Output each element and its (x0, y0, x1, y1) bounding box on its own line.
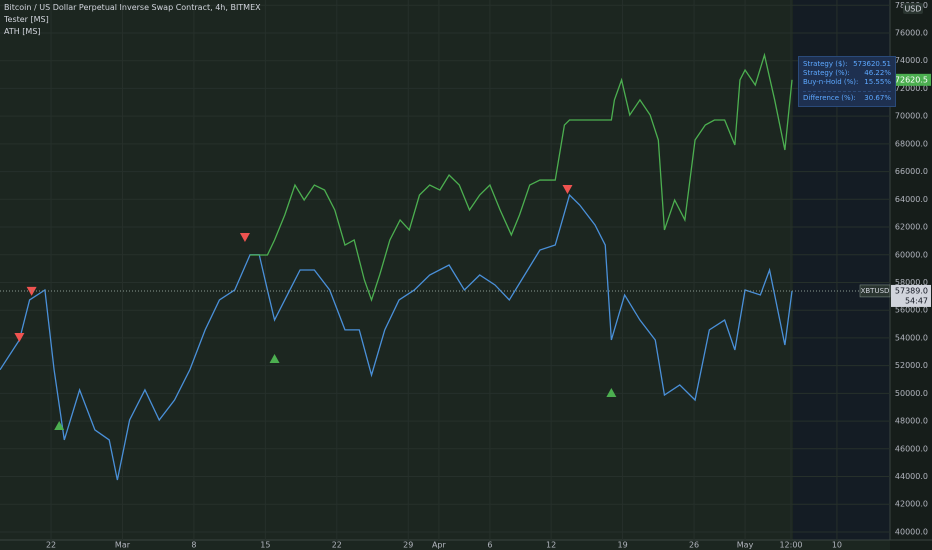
y-tick-label: 42000.0 (895, 500, 928, 509)
y-tick-label: 62000.0 (895, 223, 928, 232)
x-tick-label: Mar (115, 541, 131, 550)
y-tick-label: 52000.0 (895, 361, 928, 370)
stats-row: Strategy (%): 46.22% (803, 69, 891, 78)
buy-signal (269, 354, 280, 364)
symbol-tag (859, 284, 891, 298)
y-tick-label: 60000.0 (895, 250, 928, 259)
sell-signal (239, 232, 250, 242)
x-tick-label: 22 (46, 541, 56, 550)
price-tag (891, 284, 931, 307)
y-tick-label: 72000.0 (895, 84, 928, 93)
equity-tag (891, 73, 931, 86)
stats-label: Buy-n-Hold (%): (803, 78, 859, 86)
equity-tag-label: 72620.5 (895, 75, 928, 84)
sell-signal (562, 185, 573, 195)
y-tick-label: 58000.0 (895, 278, 928, 287)
y-tick-label: 50000.0 (895, 389, 928, 398)
stats-value: 15.55% (864, 78, 891, 86)
indicator-label: Tester [MS] (4, 15, 49, 24)
stats-row: Difference (%): 30.67% (803, 91, 891, 103)
plot-bg (0, 0, 890, 540)
stats-value: 30.67% (864, 94, 891, 102)
y-tick-label: 54000.0 (895, 333, 928, 342)
sell-signal (26, 286, 37, 296)
x-tick-label: 6 (487, 541, 492, 550)
series-line (0, 193, 793, 481)
currency-badge (903, 3, 923, 14)
x-tick-label: 8 (191, 541, 196, 550)
x-tick-label: 26 (689, 541, 699, 550)
indicator-label: ATH [MS] (4, 27, 41, 36)
x-tick-label: 29 (403, 541, 413, 550)
price-tag-label: 57389.0 (895, 286, 928, 295)
x-tick-label: 22 (332, 541, 342, 550)
stats-row: Strategy ($): 573620.51 (803, 60, 891, 69)
y-tick-label: 74000.0 (895, 56, 928, 65)
stats-label: Strategy ($): (803, 60, 848, 68)
stats-value: 46.22% (864, 69, 891, 77)
y-axis-bg (890, 0, 932, 550)
y-tick-label: 56000.0 (895, 306, 928, 315)
x-tick-label: May (737, 541, 754, 550)
buy-signal (54, 420, 65, 430)
stats-label: Strategy (%): (803, 69, 850, 77)
y-tick-label: 70000.0 (895, 112, 928, 121)
x-tick-label: 10 (832, 541, 842, 550)
countdown: 54:47 (905, 296, 928, 305)
currency-label: USD (904, 5, 921, 14)
y-tick-label: 44000.0 (895, 472, 928, 481)
y-tick-label: 40000.0 (895, 527, 928, 536)
stats-box: Strategy ($): 573620.51 Strategy (%): 46.22… (798, 56, 896, 107)
chart-title: Bitcoin / US Dollar Perpetual Inverse Sw… (4, 3, 261, 12)
x-tick-label: 15 (260, 541, 270, 550)
stats-row: Buy-n-Hold (%): 15.55% (803, 78, 891, 87)
y-tick-label: 68000.0 (895, 139, 928, 148)
stats-value: 573620.51 (853, 60, 891, 68)
y-tick-label: 64000.0 (895, 195, 928, 204)
x-tick-label: Apr (432, 541, 447, 550)
sell-signal (14, 333, 25, 343)
stats-label: Difference (%): (803, 94, 856, 102)
x-tick-label: 12 (546, 541, 556, 550)
grid (0, 0, 890, 540)
y-tick-label: 76000.0 (895, 28, 928, 37)
series-line (250, 52, 793, 302)
buy-signal (606, 387, 617, 397)
y-tick-label: 66000.0 (895, 167, 928, 176)
y-tick-label: 46000.0 (895, 444, 928, 453)
x-tick-label: 19 (617, 541, 627, 550)
x-tick-label: 12:00 (779, 541, 802, 550)
symbol-tag-label: XBTUSD (861, 287, 890, 295)
y-tick-label: 48000.0 (895, 417, 928, 426)
